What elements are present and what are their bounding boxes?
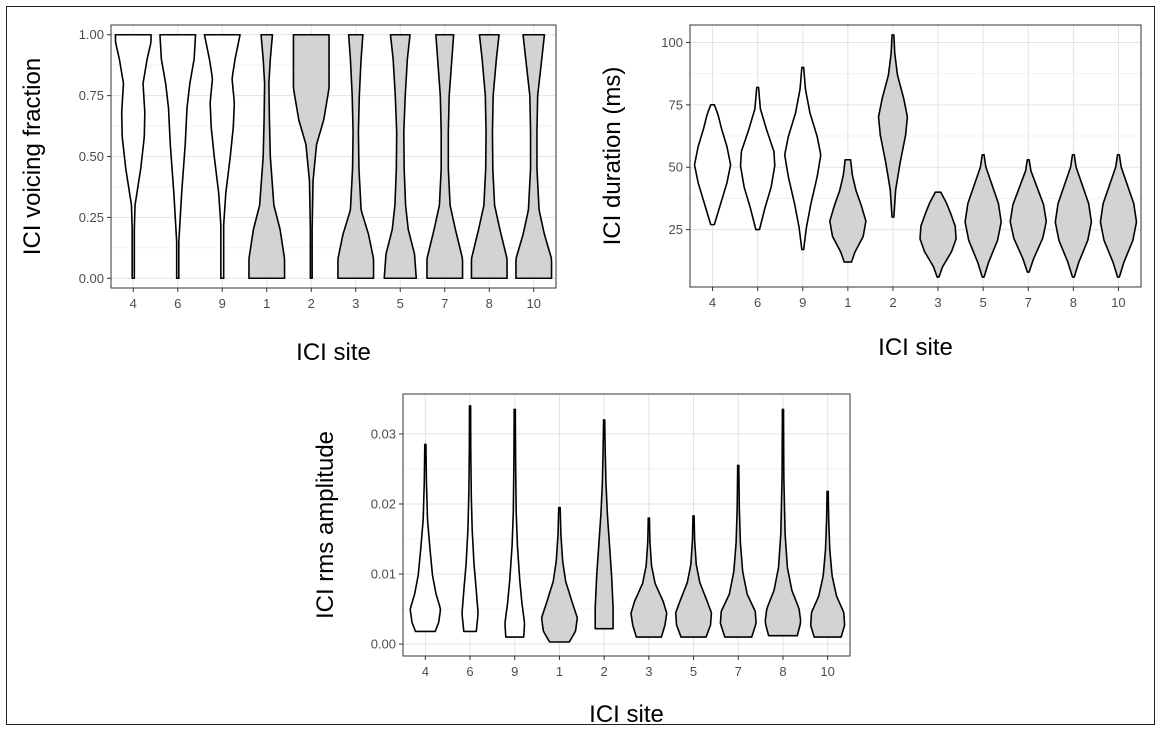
voicing-violin-2: [292, 33, 330, 280]
voicing-violin-10: [515, 33, 553, 280]
voicing-violin-4: [114, 33, 152, 280]
duration-x-tick-label: 6: [754, 295, 761, 310]
duration-y-tick-label: 50: [669, 160, 683, 175]
voicing-y-axis-title: ICI voicing fraction: [19, 58, 46, 255]
rms-x-tick-label: 6: [466, 664, 473, 679]
voicing-x-tick-label: 7: [441, 296, 448, 311]
duration-x-tick-label: 5: [980, 295, 987, 310]
duration-x-tick-label: 2: [889, 295, 896, 310]
voicing-x-tick-label: 2: [308, 296, 315, 311]
voicing-x-tick-label: 9: [219, 296, 226, 311]
rms-violin-2: [594, 419, 614, 630]
rms-x-tick-label: 3: [645, 664, 652, 679]
voicing-y-tick-label: 1.00: [79, 27, 104, 42]
voicing-x-tick-label: 10: [527, 296, 541, 311]
duration-x-axis-title: ICI site: [878, 334, 953, 361]
duration-violin-3: [919, 191, 957, 278]
rms-violin-1: [540, 506, 578, 643]
duration-violin-9: [784, 66, 822, 251]
rms-y-tick-label: 0.02: [371, 496, 396, 511]
voicing-violin-6: [159, 33, 197, 280]
rms-y-tick-label: 0.03: [371, 426, 396, 441]
duration-x-tick-label: 9: [799, 295, 806, 310]
voicing-violin-8: [470, 33, 508, 280]
voicing-x-axis-title: ICI site: [296, 339, 371, 366]
duration-x-tick-label: 1: [844, 295, 851, 310]
voicing-y-tick-label: 0.00: [79, 271, 104, 286]
rms-y-axis-title: ICI rms amplitude: [312, 431, 339, 619]
voicing-y-tick-label: 0.50: [79, 149, 104, 164]
duration-y-tick-label: 75: [669, 97, 683, 112]
rms-x-tick-label: 7: [735, 664, 742, 679]
voicing-violin-5: [383, 33, 418, 280]
duration-violin-10: [1099, 153, 1138, 278]
voicing-x-tick-label: 3: [352, 296, 359, 311]
duration-x-tick-label: 10: [1111, 295, 1125, 310]
duration-violin-8: [1054, 153, 1093, 278]
rms-x-tick-label: 8: [779, 664, 786, 679]
duration-x-tick-label: 7: [1025, 295, 1032, 310]
rms-violin-5: [674, 515, 713, 638]
voicing-x-tick-label: 5: [397, 296, 404, 311]
rms-violin-8: [764, 408, 802, 637]
voicing-x-tick-label: 1: [263, 296, 270, 311]
voicing-violin-7: [426, 33, 464, 280]
duration-violin-6: [739, 86, 776, 231]
rms-x-tick-label: 1: [556, 664, 563, 679]
voicing-violin-1: [248, 33, 286, 280]
duration-panel-border: [689, 24, 1142, 288]
voicing-y-tick-label: 0.75: [79, 88, 104, 103]
rms-violin-3: [630, 517, 668, 638]
rms-violin-4: [409, 443, 442, 633]
duration-violin-7: [1009, 158, 1048, 273]
rms-x-tick-label: 2: [601, 664, 608, 679]
duration-y-tick-label: 100: [661, 35, 683, 50]
voicing-violin-9: [203, 33, 241, 280]
rms-violin-7: [719, 464, 757, 638]
rms-panel-border: [402, 393, 851, 657]
rms-x-tick-label: 10: [820, 664, 834, 679]
duration-violin-5: [964, 153, 1002, 278]
rms-y-tick-label: 0.00: [371, 637, 396, 652]
duration-y-axis-title: ICI duration (ms): [599, 67, 626, 246]
voicing-x-tick-label: 6: [174, 296, 181, 311]
rms-x-tick-label: 4: [422, 664, 429, 679]
rms-x-tick-label: 9: [511, 664, 518, 679]
voicing-y-tick-label: 0.25: [79, 210, 104, 225]
duration-x-tick-label: 3: [934, 295, 941, 310]
duration-y-tick-label: 25: [669, 222, 683, 237]
duration-x-tick-label: 8: [1070, 295, 1077, 310]
voicing-violin-3: [337, 33, 375, 280]
rms-violin-9: [504, 408, 526, 638]
rms-violin-6: [461, 405, 479, 633]
voicing-x-tick-label: 8: [486, 296, 493, 311]
rms-x-tick-label: 5: [690, 664, 697, 679]
voicing-x-tick-label: 4: [130, 296, 137, 311]
duration-violin-1: [829, 158, 867, 263]
voicing-panel-border: [110, 24, 557, 289]
rms-x-axis-title: ICI site: [589, 701, 664, 728]
duration-x-tick-label: 4: [709, 295, 716, 310]
duration-violin-2: [877, 34, 909, 218]
rms-y-tick-label: 0.01: [371, 567, 396, 582]
duration-violin-4: [693, 104, 732, 226]
rms-violin-10: [809, 490, 846, 638]
